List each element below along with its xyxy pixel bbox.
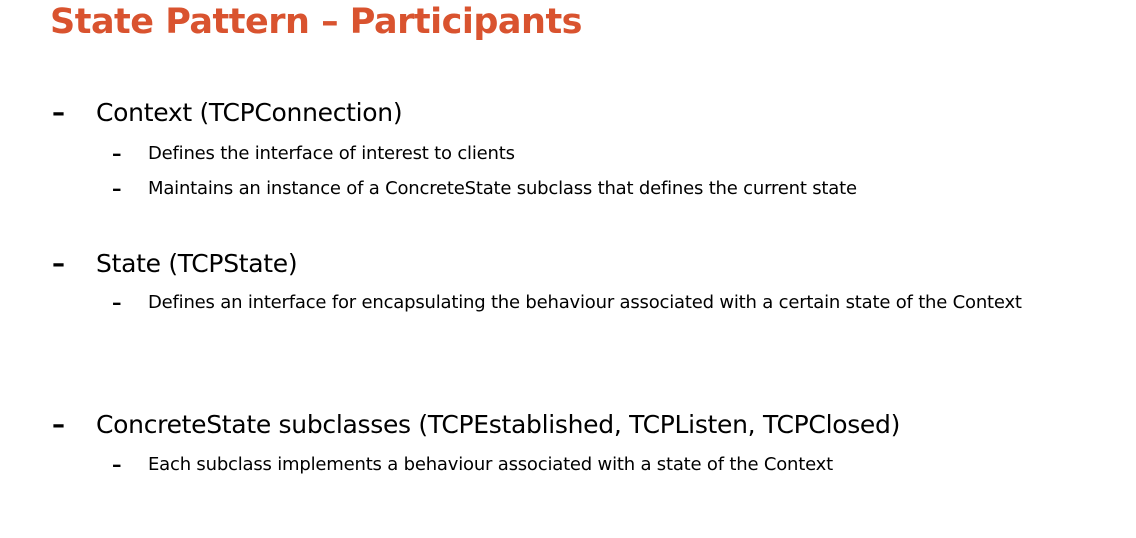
bullet-dash: – [52,410,65,440]
bullet-dash: – [52,98,65,128]
participant-label: ConcreteState subclasses (TCPEstablished… [96,410,900,440]
participant-label: State (TCPState) [96,249,297,279]
slide-title: State Pattern – Participants [50,2,582,42]
bullet-dash: – [52,249,65,279]
participant-detail-text: Maintains an instance of a ConcreteState… [148,174,1123,204]
sub-bullet-dash: – [112,139,122,169]
participant-detail-text: Defines an interface for encapsulating t… [148,288,1123,318]
sub-bullet-dash: – [112,288,122,318]
participant-detail-text: Each subclass implements a behaviour ass… [148,450,1123,480]
sub-bullet-dash: – [112,174,122,204]
participant-detail-text: Defines the interface of interest to cli… [148,139,1123,169]
participant-label: Context (TCPConnection) [96,98,402,128]
sub-bullet-dash: – [112,450,122,480]
